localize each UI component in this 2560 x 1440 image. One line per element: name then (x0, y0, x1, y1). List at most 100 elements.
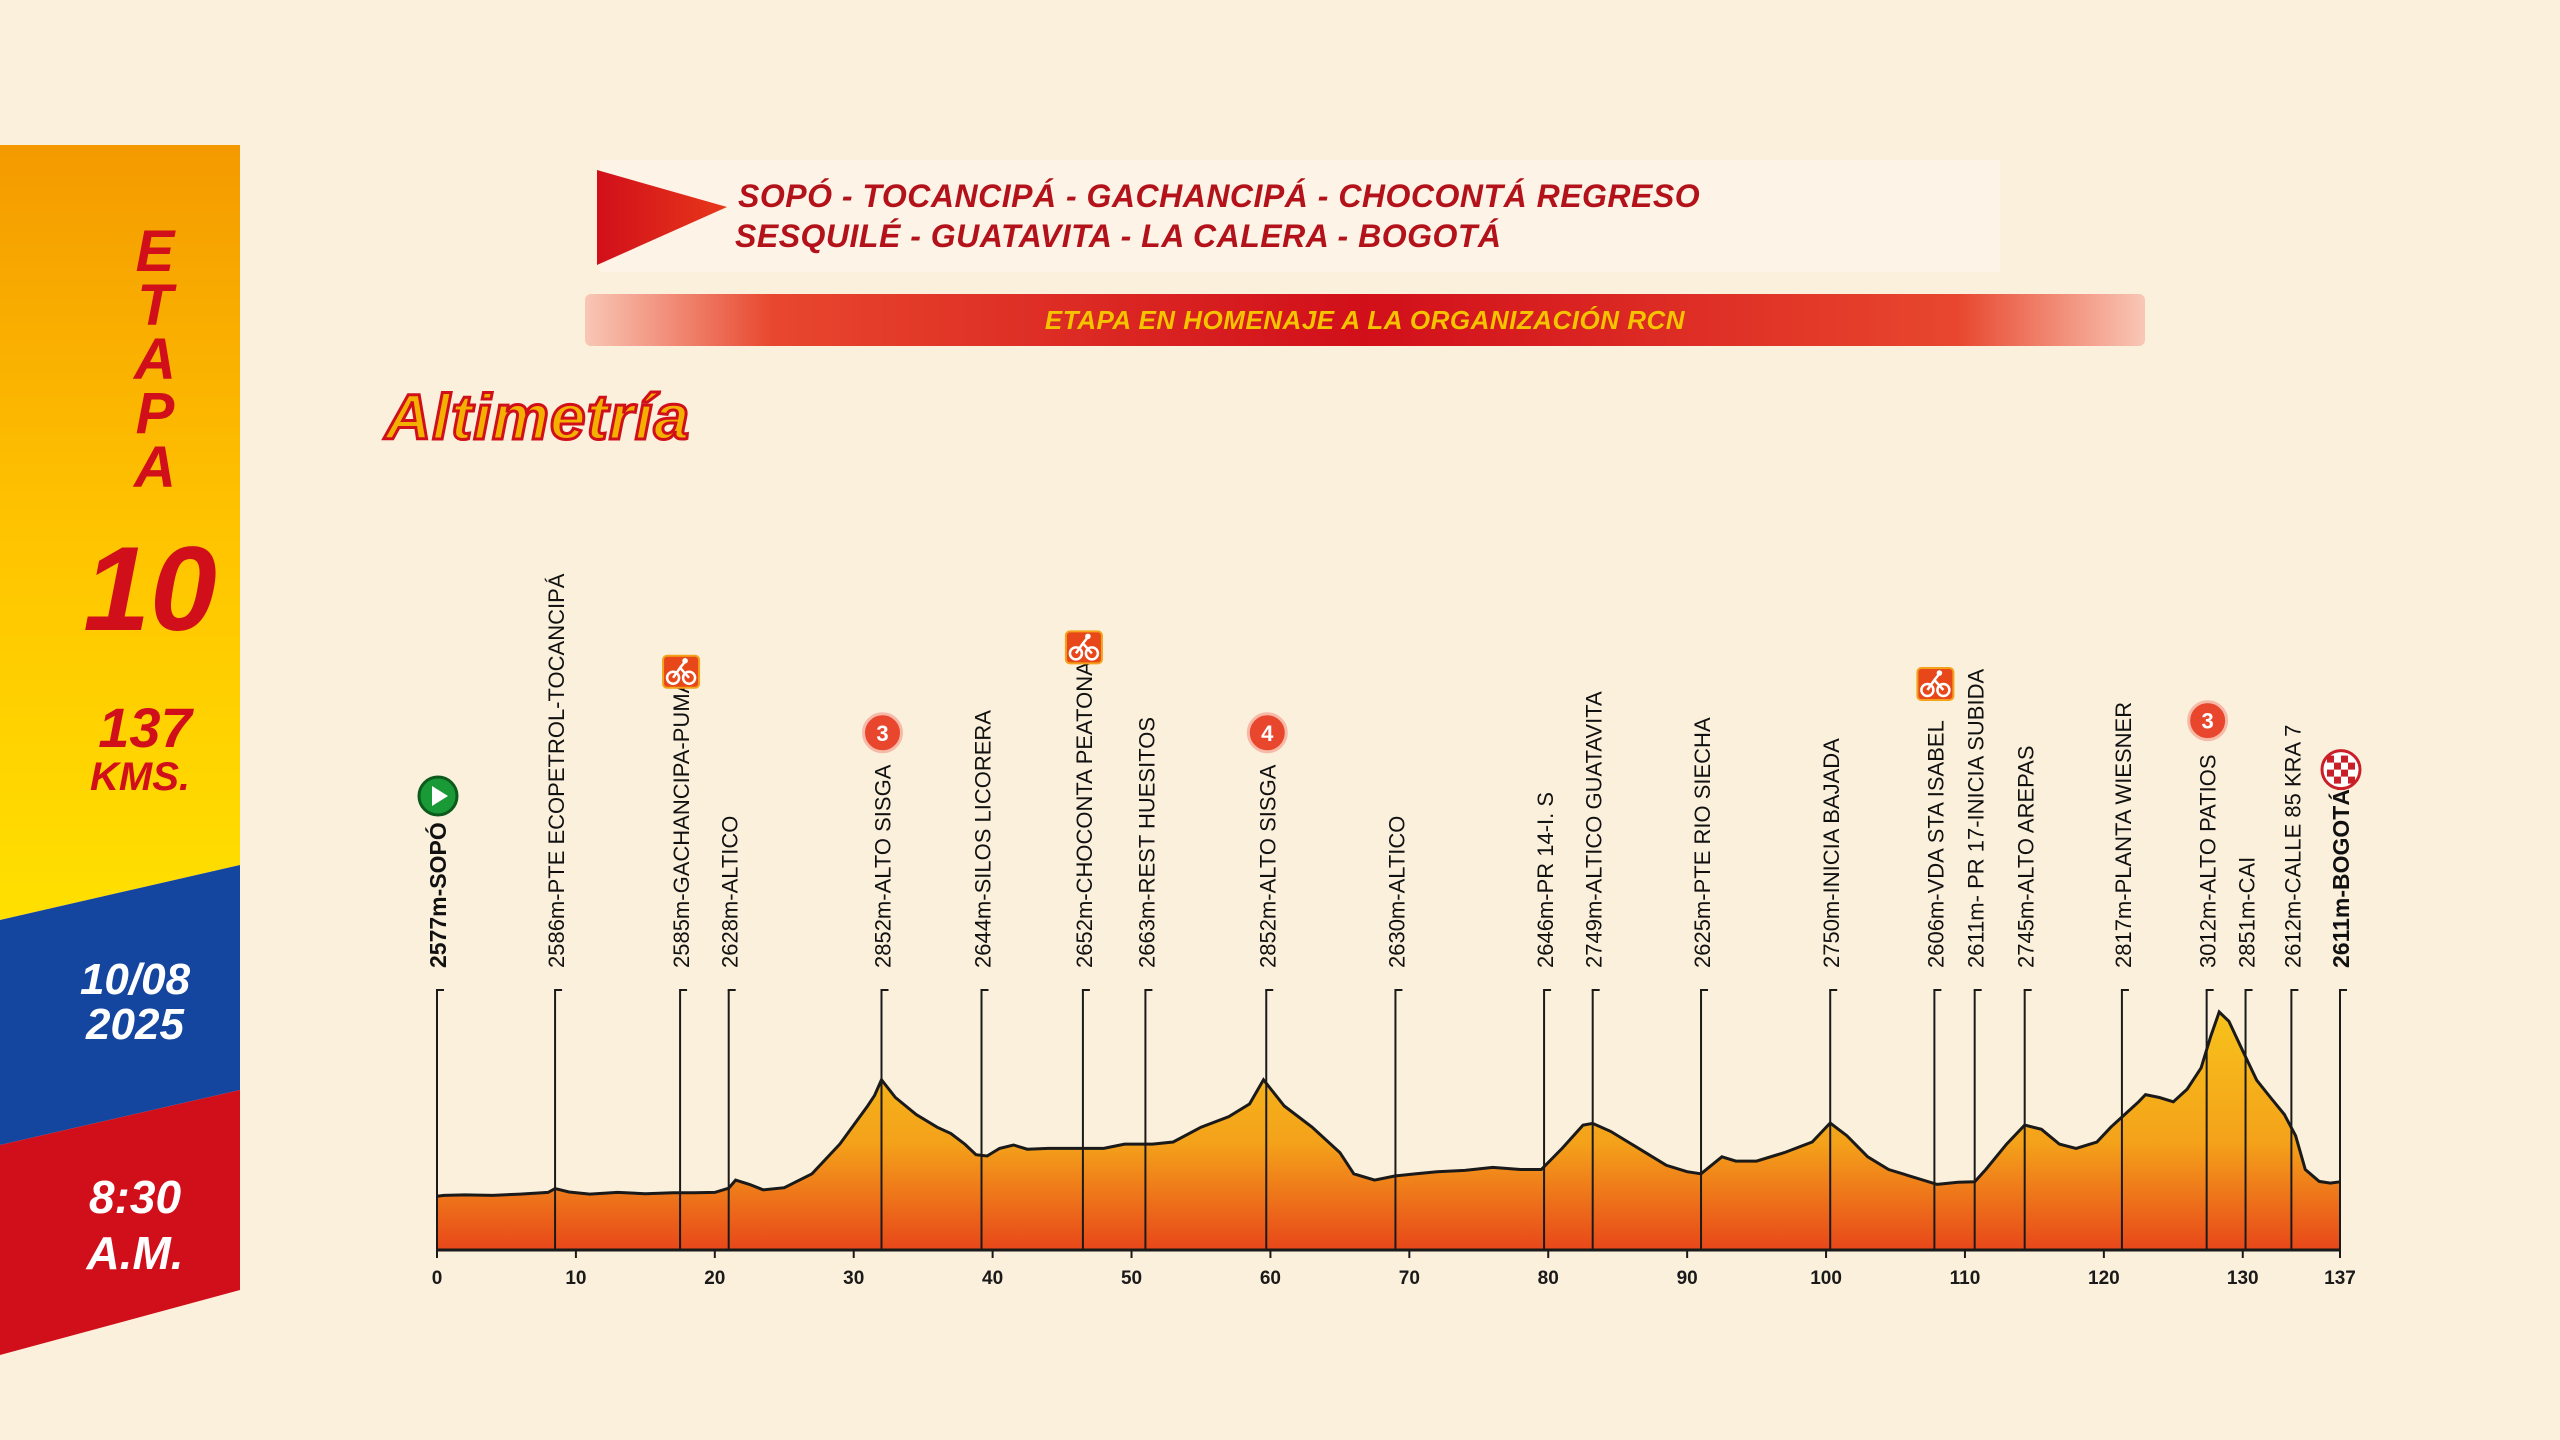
checkpoint-label: 2628m-ALTICO (718, 816, 743, 968)
checker-square (2348, 776, 2355, 784)
x-tick-label: 120 (2088, 1268, 2120, 1289)
x-tick-label: 70 (1399, 1268, 1420, 1289)
checkpoint-label: 2852m-ALTO SISGA (1255, 764, 1280, 968)
x-tick-label: 30 (843, 1268, 864, 1289)
section-title: Altimetría (383, 380, 691, 455)
checker-square (2348, 762, 2355, 770)
checker-square (2327, 755, 2334, 763)
bike-wheel (1936, 682, 1951, 698)
homage-banner-text: ETAPA EN HOMENAJE A LA ORGANIZACIÓN RCN (1044, 305, 1686, 335)
sprint-bike-icon (662, 654, 701, 689)
checker-square (2327, 769, 2334, 777)
distance-unit: KMS. (90, 755, 190, 799)
sidebar-band (0, 145, 240, 1355)
etapa-letter: A (134, 327, 176, 392)
sprint-icon-bg (662, 654, 701, 689)
x-tick-label: 10 (565, 1268, 586, 1289)
route-line-2: SESQUILÉ - GUATAVITA - LA CALERA - BOGOT… (735, 218, 1502, 254)
x-tick-label: 80 (1538, 1268, 1559, 1289)
etapa-letter: T (137, 273, 173, 338)
route-line-1: SOPÓ - TOCANCIPÁ - GACHANCIPÁ - CHOCONTÁ… (738, 178, 1701, 214)
sidebar-blue-band (0, 865, 240, 1145)
bike-rider-head (682, 658, 688, 664)
bike-frame (1926, 674, 1945, 691)
route-header-graphics (585, 160, 2145, 346)
checkpoint-label: 2586m-PTE ECOPETROL-TOCANCIPÁ (544, 573, 569, 968)
checkpoint-label: 2852m-ALTO SISGA (870, 764, 895, 968)
checkpoint-label: 2611m-BOGOTÁ (2327, 789, 2354, 968)
sprint-icon-bg (1064, 630, 1103, 665)
x-tick-label: 110 (1950, 1268, 1981, 1289)
kom-badge-circle (2187, 700, 2229, 742)
homage-banner-bg (585, 294, 2145, 346)
checkpoint-label: 2577m-SOPÓ (424, 822, 451, 968)
checkpoint-label: 2646m-PR 14-I. S (1533, 792, 1558, 968)
distance-value: 137 (98, 696, 192, 759)
etapa-letter: A (134, 435, 176, 500)
checkpoint-label: 2606m-VDA STA ISABEL (1923, 720, 1948, 968)
bike-wheel (1084, 646, 1100, 661)
start-flag-icon (417, 775, 459, 817)
checkpoint-label: 2750m-INICIA BAJADA (1819, 738, 1844, 968)
bike-wheel (681, 670, 697, 686)
checkpoint-label: 2612m-CALLE 85 KRA 7 (2280, 725, 2305, 968)
bike-wheel (1068, 646, 1084, 661)
kom-category-label: 4 (1261, 721, 1274, 746)
sprint-bike-icon (1064, 630, 1103, 665)
checker-square (2341, 769, 2348, 777)
date-line-1: 10/08 (79, 955, 191, 1004)
checkpoint-label: 2644m-SILOS LICORERA (971, 710, 996, 968)
x-tick-label: 130 (2227, 1268, 2259, 1289)
kom-badge-icon: 4 (1246, 712, 1288, 754)
checkpoint-label: 2749m-ALTICO GUATAVITA (1582, 691, 1607, 968)
checkpoint-label: 2585m-GACHANCIPA-PUMA (669, 678, 694, 968)
bike-rider-head (1085, 633, 1091, 640)
x-tick-label: 100 (1810, 1268, 1842, 1289)
checker-square (2334, 762, 2341, 770)
sidebar-red-band (0, 1090, 240, 1355)
x-tick-label: 40 (982, 1268, 1003, 1289)
checkpoint-label: 2625m-PTE RIO SIECHA (1690, 717, 1715, 968)
kom-badge-circle (861, 712, 903, 754)
kom-category-label: 3 (2202, 709, 2214, 734)
sidebar-yellow-band (0, 145, 240, 920)
checkpoint-label: 2630m-ALTICO (1384, 816, 1409, 968)
etapa-letter: P (135, 381, 175, 446)
checkpoint-label: 2611m- PR 17-INICIA SUBIDA (1964, 669, 1989, 968)
stage-number: 10 (83, 522, 217, 656)
bike-frame (1074, 637, 1093, 655)
profile-area (437, 1012, 2340, 1250)
x-tick-label: 20 (704, 1268, 725, 1289)
kom-badge-icon: 3 (2187, 700, 2229, 742)
kom-badge-circle (1246, 712, 1288, 754)
sprint-bike-icon (1916, 667, 1955, 701)
bike-rider-head (1936, 670, 1943, 676)
route-arrow-icon (597, 170, 727, 265)
bike-frame (672, 662, 691, 679)
checker-square (2334, 776, 2341, 784)
x-tick-label: 0 (432, 1268, 443, 1289)
bike-wheel (1920, 682, 1935, 698)
checkpoint-label: 3012m-ALTO PATIOS (2196, 754, 2221, 968)
checkpoint-label: 2851m-CAI (2235, 857, 2260, 968)
time-line-2: A.M. (86, 1227, 184, 1279)
route-box (600, 160, 2000, 272)
etapa-letter: E (135, 219, 175, 284)
play-triangle (432, 786, 448, 806)
kom-badge-icon: 3 (861, 712, 903, 754)
x-tick-label: 50 (1121, 1268, 1142, 1289)
checker-square (2341, 755, 2348, 763)
x-tick-label: 137 (2324, 1268, 2356, 1289)
finish-flag-icon (2320, 749, 2362, 791)
x-tick-label: 60 (1260, 1268, 1281, 1289)
profile-line (436, 1009, 2341, 1198)
time-line-1: 8:30 (88, 1171, 182, 1223)
kom-category-label: 3 (876, 721, 888, 746)
checkpoint-label: 2652m-CHOCONTA PEATONAL (1072, 649, 1097, 968)
x-tick-label: 90 (1677, 1268, 1698, 1289)
checkpoint-label: 2663m-REST HUESITOS (1134, 717, 1159, 968)
bike-wheel (665, 670, 681, 686)
date-line-2: 2025 (86, 1000, 184, 1049)
